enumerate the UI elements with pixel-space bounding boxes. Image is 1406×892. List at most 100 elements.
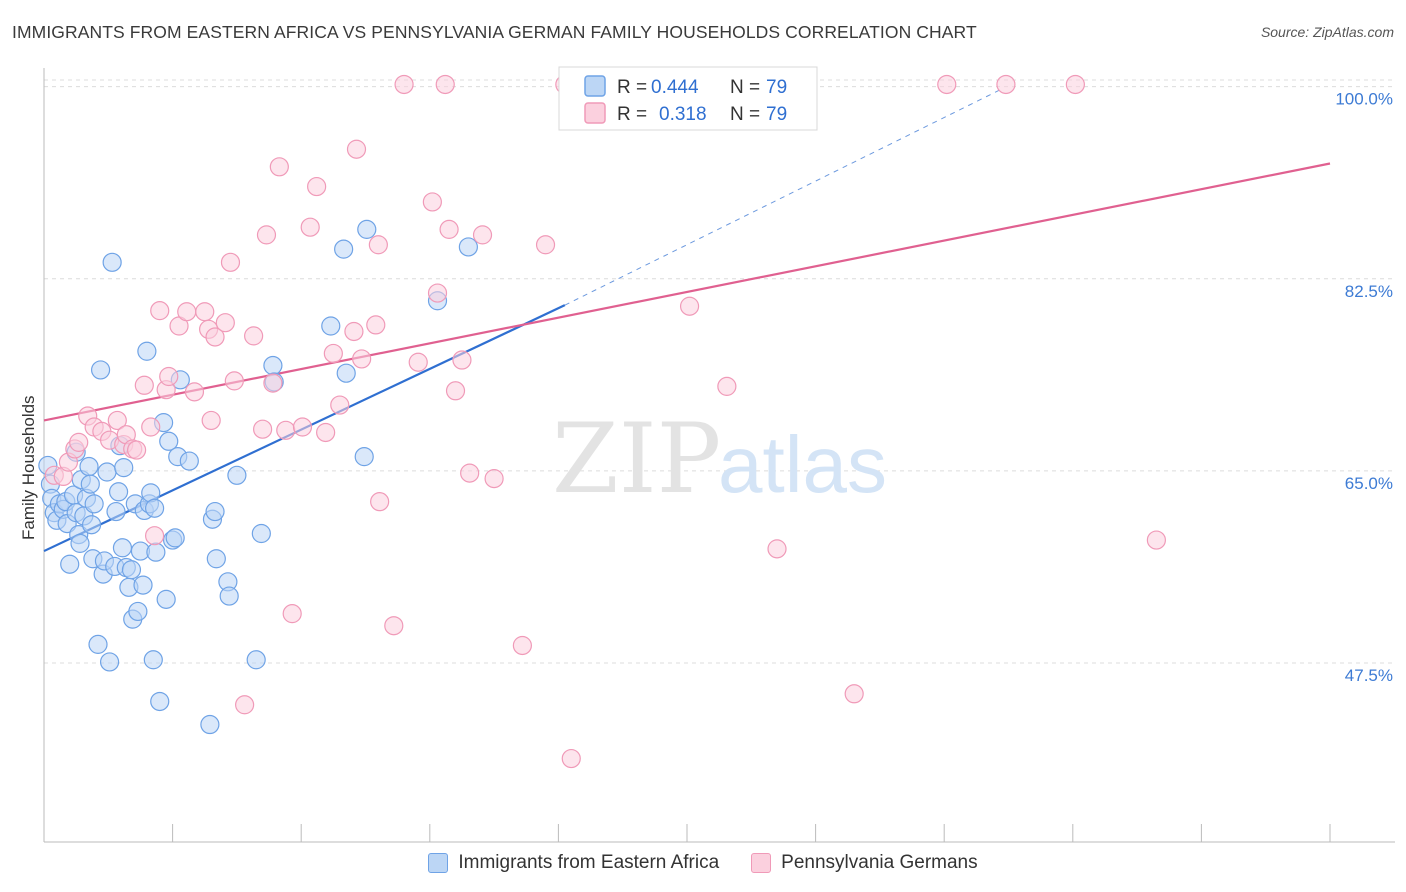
data-point-pink	[215, 313, 235, 333]
data-point-blue	[321, 316, 341, 336]
data-point-pink	[717, 376, 737, 396]
data-point-blue	[79, 456, 99, 477]
data-point-pink	[159, 366, 179, 387]
legend-swatch-blue	[584, 75, 606, 97]
correlation-legend: R = 0.444 N = 79 R = 0.318 N = 79	[558, 66, 818, 131]
data-point-pink	[69, 432, 89, 452]
data-point-pink	[316, 422, 336, 443]
data-point-pink	[177, 302, 197, 322]
data-point-blue	[99, 652, 120, 672]
data-point-pink	[427, 283, 448, 303]
data-point-pink	[220, 252, 241, 272]
data-point-blue	[150, 691, 170, 712]
gridlines	[44, 79, 1395, 664]
data-point-blue	[334, 239, 354, 259]
data-point-blue	[246, 650, 266, 670]
series-legend: Immigrants from Eastern Africa Pennsylva…	[0, 852, 1406, 874]
data-point-pink	[679, 296, 700, 316]
trend-extension-eastern-africa	[564, 88, 1003, 306]
data-point-pink	[844, 684, 864, 704]
data-point-pink	[201, 410, 221, 431]
data-point-pink	[535, 235, 556, 255]
data-point-pink	[408, 352, 428, 372]
data-point-blue	[144, 498, 165, 518]
data-point-pink	[141, 417, 161, 437]
data-point-blue	[88, 634, 108, 654]
data-point-blue	[263, 355, 283, 376]
legend-r-label-2: R =	[617, 104, 647, 125]
data-point-blue	[60, 554, 80, 574]
data-point-blue	[219, 586, 239, 606]
y-axis-title: Family Households	[19, 395, 38, 540]
data-point-pink	[126, 440, 147, 460]
data-point-blue	[121, 560, 142, 580]
legend-n-label-1: N =	[730, 77, 760, 98]
data-point-blue	[146, 542, 166, 562]
data-point-pink	[937, 74, 957, 95]
data-point-pink	[368, 235, 388, 255]
data-point-blue	[159, 431, 179, 451]
data-point-pink	[244, 326, 264, 346]
data-point-pink	[276, 420, 296, 440]
data-point-blue	[206, 549, 226, 569]
data-point-blue	[458, 237, 478, 257]
data-point-pink	[352, 349, 372, 369]
data-point-blue	[200, 714, 220, 735]
data-point-blue	[251, 523, 271, 544]
data-point-pink	[134, 375, 154, 395]
data-point-blue	[179, 451, 199, 471]
data-point-pink	[256, 225, 277, 245]
watermark: ZIP atlas	[552, 403, 887, 515]
legend-n-value-2: 79	[766, 104, 787, 125]
data-point-pink	[435, 74, 455, 95]
data-point-pink	[996, 74, 1016, 95]
data-point-blue	[156, 589, 176, 609]
data-point-pink	[384, 616, 404, 636]
data-point-blue	[90, 360, 111, 380]
series-label-pennsylvania-germans: Pennsylvania Germans	[781, 852, 978, 873]
data-point-pink	[445, 381, 466, 401]
data-point-blue	[84, 494, 104, 514]
data-point-pink	[282, 604, 302, 624]
series-swatch-eastern-africa	[428, 853, 449, 873]
data-point-pink	[767, 539, 787, 559]
data-point-pink	[512, 635, 532, 656]
data-point-blue	[112, 538, 133, 558]
data-point-pink	[394, 74, 414, 95]
data-point-blue	[227, 465, 247, 485]
legend-r-value-1: 0.444	[651, 77, 699, 98]
data-point-pink	[263, 373, 283, 393]
legend-r-label-1: R =	[617, 77, 647, 98]
axes	[43, 68, 1395, 843]
data-point-pink	[235, 695, 255, 715]
data-point-pink	[224, 371, 244, 391]
data-point-pink	[107, 410, 127, 431]
data-point-pink	[346, 139, 367, 159]
watermark-zip: ZIP	[552, 403, 721, 515]
y-tick-label: 82.5%	[1345, 282, 1393, 301]
series-legend-item-eastern-africa[interactable]: Immigrants from Eastern Africa	[428, 852, 719, 874]
series-label-eastern-africa: Immigrants from Eastern Africa	[458, 852, 720, 873]
data-point-pink	[370, 492, 390, 512]
data-point-pink	[484, 469, 504, 489]
data-point-blue	[102, 252, 122, 272]
series-legend-item-pennsylvania-germans[interactable]: Pennsylvania Germans	[751, 852, 978, 874]
data-point-blue	[357, 219, 377, 239]
y-tick-label: 100.0%	[1335, 90, 1393, 109]
data-point-blue	[70, 533, 90, 553]
data-point-blue	[106, 501, 126, 522]
data-point-blue	[143, 650, 163, 670]
data-point-blue	[97, 462, 117, 482]
data-point-pink	[561, 748, 581, 769]
data-point-pink	[452, 350, 472, 370]
series-swatch-pennsylvania-germans	[751, 853, 772, 873]
y-tick-label: 65.0%	[1345, 474, 1393, 493]
y-tick-label: 47.5%	[1345, 666, 1393, 685]
data-point-pink	[330, 395, 350, 415]
scatter-chart: ZIP atlas 47.5%65.0%82.5%100.0% 0.0%100.…	[19, 66, 1395, 843]
data-point-pink	[366, 315, 386, 335]
data-point-pink	[422, 192, 442, 212]
legend-swatch-pink	[584, 102, 606, 124]
data-point-blue	[165, 528, 185, 548]
data-point-blue	[108, 482, 129, 502]
